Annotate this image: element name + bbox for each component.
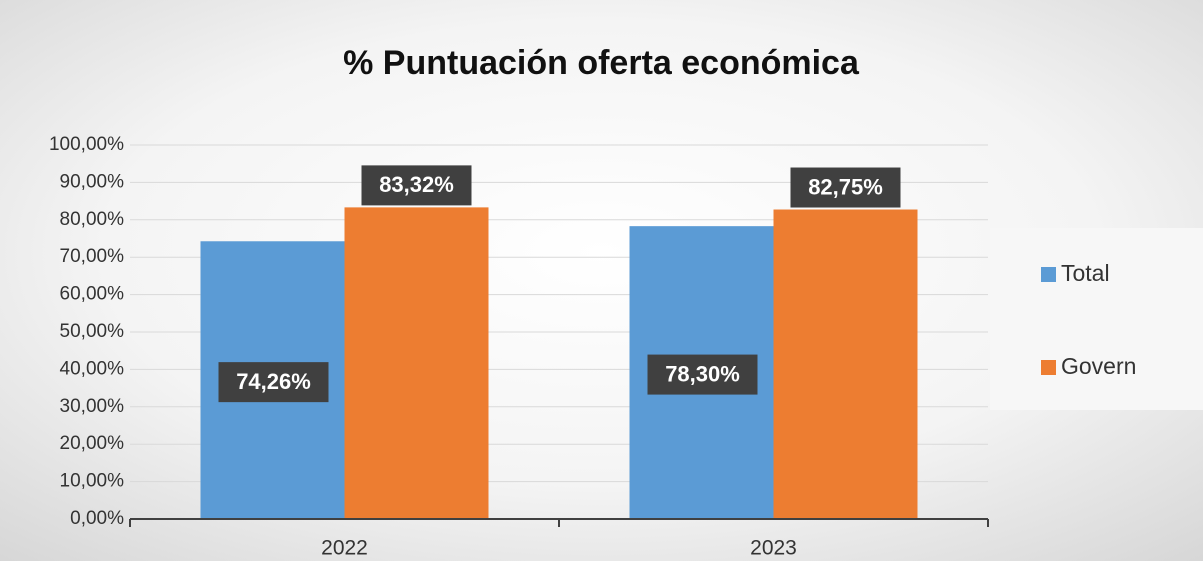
y-tick-label: 100,00% — [49, 134, 124, 155]
y-tick-label: 50,00% — [60, 321, 125, 342]
y-tick-label: 80,00% — [60, 209, 125, 230]
value-label-box — [218, 362, 329, 403]
y-tick-label: 70,00% — [60, 246, 125, 267]
value-label: 78,30% — [665, 361, 740, 386]
y-tick-label: 90,00% — [60, 171, 125, 192]
x-tick-label: 2022 — [321, 537, 368, 560]
x-tick-label: 2023 — [750, 537, 797, 560]
legend-box — [990, 228, 1203, 410]
y-tick-label: 20,00% — [60, 433, 125, 454]
value-label: 83,32% — [379, 172, 454, 197]
y-tick-label: 30,00% — [60, 396, 125, 417]
value-label: 74,26% — [236, 369, 311, 394]
y-tick-label: 0,00% — [70, 508, 124, 529]
y-tick-label: 10,00% — [60, 471, 125, 492]
chart-title: % Puntuación oferta económica — [343, 44, 860, 82]
bar — [344, 207, 489, 520]
value-label: 82,75% — [808, 174, 883, 199]
legend-swatch — [1041, 267, 1056, 282]
y-tick-label: 40,00% — [60, 358, 125, 379]
bar — [773, 209, 918, 519]
value-label-box — [790, 167, 901, 208]
legend-label: Total — [1061, 260, 1110, 286]
legend-label: Govern — [1061, 353, 1136, 379]
value-label-box — [647, 354, 758, 395]
y-tick-label: 60,00% — [60, 284, 125, 305]
value-label-box — [361, 165, 472, 206]
legend-swatch — [1041, 360, 1056, 375]
